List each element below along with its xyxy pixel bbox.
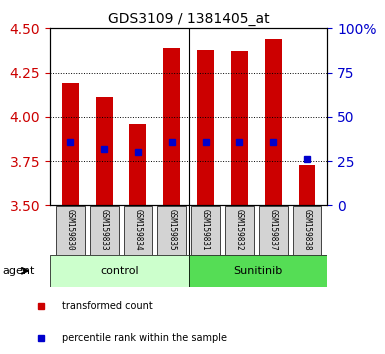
Bar xyxy=(298,165,315,205)
Text: GSM159837: GSM159837 xyxy=(269,209,278,251)
Text: agent: agent xyxy=(3,266,35,276)
Bar xyxy=(293,206,321,255)
Text: GSM159833: GSM159833 xyxy=(100,209,109,251)
Text: percentile rank within the sample: percentile rank within the sample xyxy=(62,333,227,343)
Bar xyxy=(197,50,214,205)
Bar xyxy=(225,206,254,255)
Bar xyxy=(124,206,152,255)
Text: GSM159830: GSM159830 xyxy=(66,209,75,251)
Bar xyxy=(90,206,119,255)
Text: GSM159834: GSM159834 xyxy=(134,209,142,251)
Text: transformed count: transformed count xyxy=(62,301,152,311)
Bar xyxy=(50,255,189,287)
Text: GSM159835: GSM159835 xyxy=(167,209,176,251)
Bar xyxy=(157,206,186,255)
Bar xyxy=(265,39,281,205)
Text: GSM159831: GSM159831 xyxy=(201,209,210,251)
Bar xyxy=(96,97,112,205)
Text: Sunitinib: Sunitinib xyxy=(233,266,283,276)
Bar xyxy=(191,206,220,255)
Text: GSM159832: GSM159832 xyxy=(235,209,244,251)
Text: control: control xyxy=(100,266,139,276)
Bar xyxy=(189,255,327,287)
Bar xyxy=(62,83,79,205)
Bar xyxy=(259,206,288,255)
Bar xyxy=(231,51,248,205)
Bar xyxy=(129,124,146,205)
Text: GSM159838: GSM159838 xyxy=(303,209,311,251)
Bar xyxy=(56,206,85,255)
Bar xyxy=(163,48,180,205)
Title: GDS3109 / 1381405_at: GDS3109 / 1381405_at xyxy=(108,12,270,26)
